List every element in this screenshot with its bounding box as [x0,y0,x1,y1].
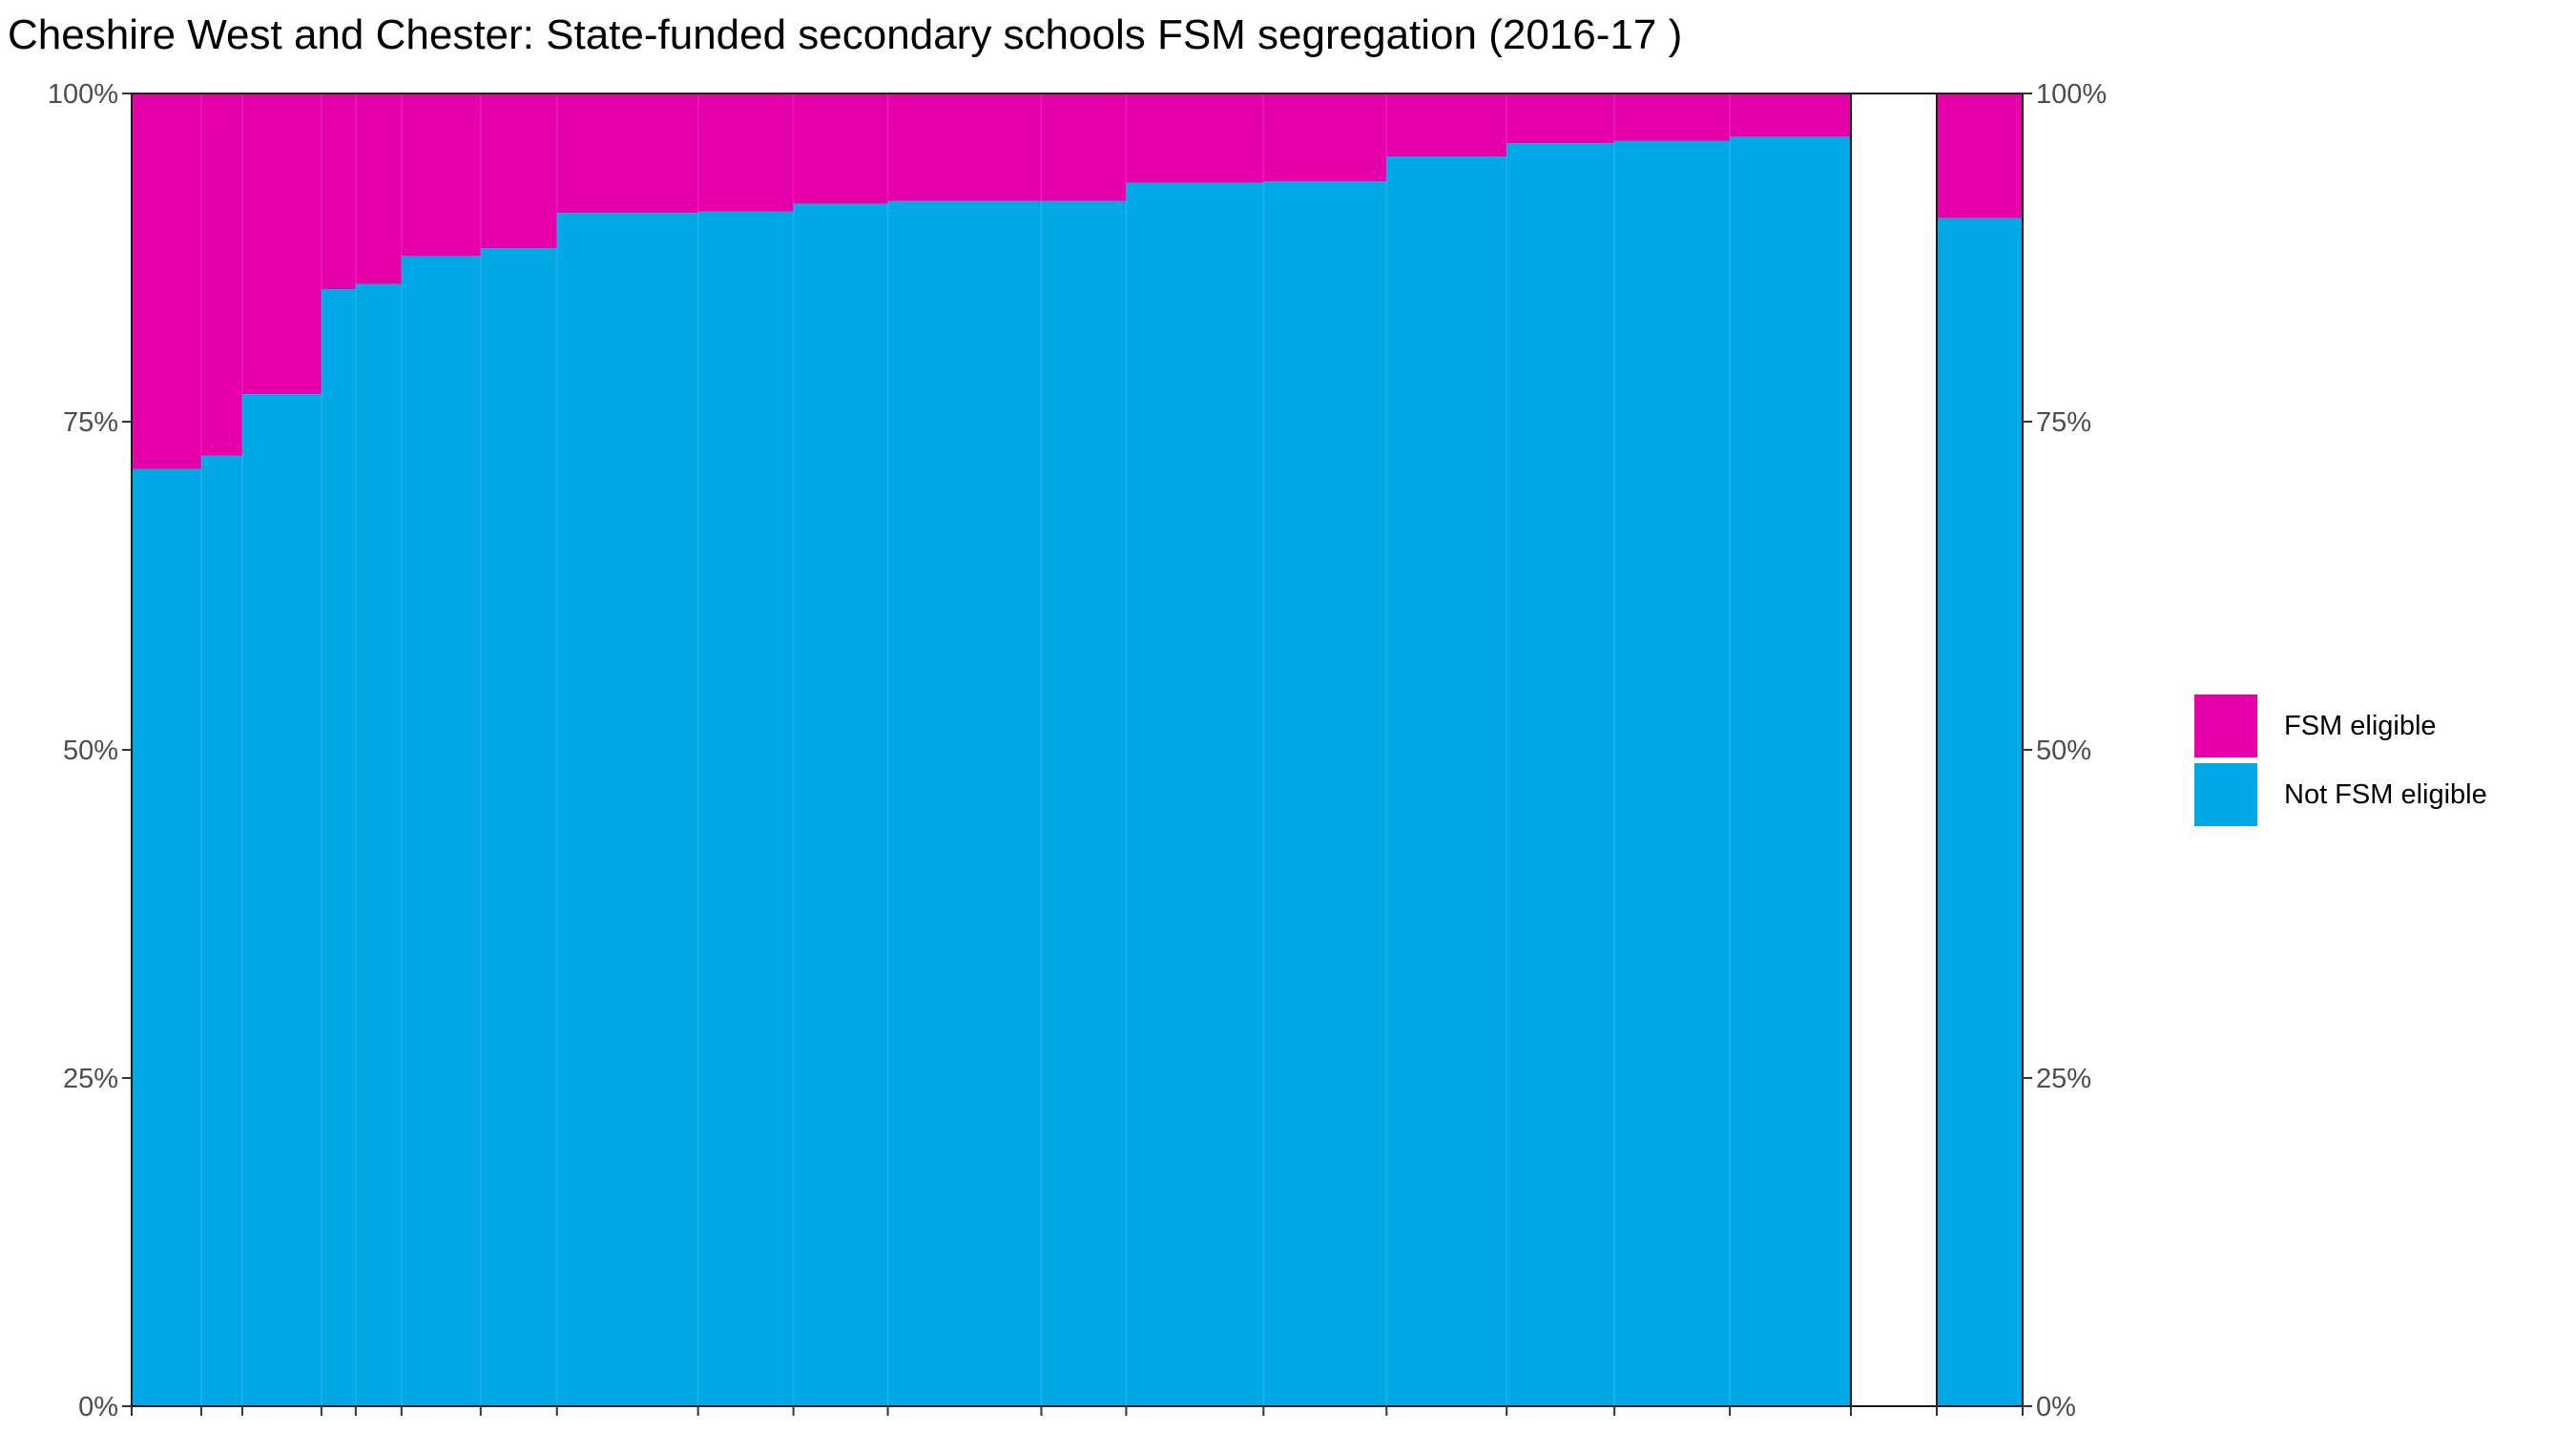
bar-fsm-school-1 [132,93,202,469]
bar-fsm-school-15 [1386,93,1507,157]
bar-not-fsm-school-5 [355,283,403,1406]
y-tick-label-left: 50% [63,736,118,766]
legend-label-fsm: FSM eligible [2284,710,2437,741]
bar-fsm-school-3 [241,93,322,395]
y-tick-label-left: 75% [63,407,118,438]
bar-fsm-school-18 [1730,93,1852,137]
bar-not-fsm-school-10 [793,203,889,1407]
bar-fsm-school-2 [200,93,243,456]
bar-not-fsm-school-8 [556,213,699,1406]
legend: FSM eligible Not FSM eligible [2194,692,2487,829]
bar-fsm-school-6 [401,93,482,257]
bar-fsm-school-7 [480,93,558,249]
bar-not-fsm-school-15 [1386,156,1507,1407]
bar-not-fsm-school-6 [401,256,482,1406]
y-tick-label-left: 0% [78,1392,118,1422]
gap-panel-border [1850,93,1938,1407]
bar-not-fsm-school-2 [200,455,243,1406]
bar-not-fsm-school-11 [887,200,1042,1406]
bar-not-fsm-school-4 [321,289,357,1407]
bar-fsm-school-9 [697,93,795,212]
bar-not-fsm-school-12 [1041,200,1127,1406]
bar-not-fsm-school-18 [1730,136,1852,1407]
legend-label-not-fsm: Not FSM eligible [2284,778,2487,810]
bar-not-fsm-school-1 [132,468,202,1406]
bar-not-fsm-school-9 [697,211,795,1407]
bar-fsm-school-14 [1263,93,1387,182]
y-tick-label-right: 0% [2036,1392,2076,1422]
bar-not-fsm-total [1937,218,2023,1407]
bar-fsm-school-8 [556,93,699,214]
y-tick-label-right: 25% [2036,1064,2091,1094]
bar-not-fsm-school-14 [1263,181,1387,1406]
bar-fsm-school-17 [1614,93,1731,141]
y-tick-label-right: 75% [2036,407,2091,438]
bar-fsm-school-5 [355,93,403,284]
y-tick-label-right: 100% [2036,79,2107,110]
legend-swatch-fsm [2194,695,2257,757]
y-tick-label-left: 25% [63,1064,118,1094]
bar-fsm-school-12 [1041,93,1127,201]
bar-not-fsm-school-3 [241,394,322,1406]
bar-fsm-school-10 [793,93,889,204]
bar-not-fsm-school-17 [1614,140,1731,1406]
bar-fsm-school-13 [1126,93,1264,183]
bar-not-fsm-school-7 [480,248,558,1406]
y-tick-label-right: 50% [2036,736,2091,766]
y-tick-label-left: 100% [48,79,118,110]
bar-not-fsm-school-13 [1126,182,1264,1406]
bar-fsm-school-11 [887,93,1042,201]
bar-not-fsm-school-16 [1506,143,1615,1407]
bar-fsm-school-16 [1506,93,1615,144]
legend-item-not-fsm: Not FSM eligible [2194,760,2487,829]
bar-fsm-total [1937,93,2023,218]
chart-title: Cheshire West and Chester: State-funded … [8,11,1683,58]
bar-fsm-school-4 [321,93,357,290]
legend-item-fsm: FSM eligible [2194,692,2487,760]
legend-swatch-not-fsm [2194,763,2257,826]
